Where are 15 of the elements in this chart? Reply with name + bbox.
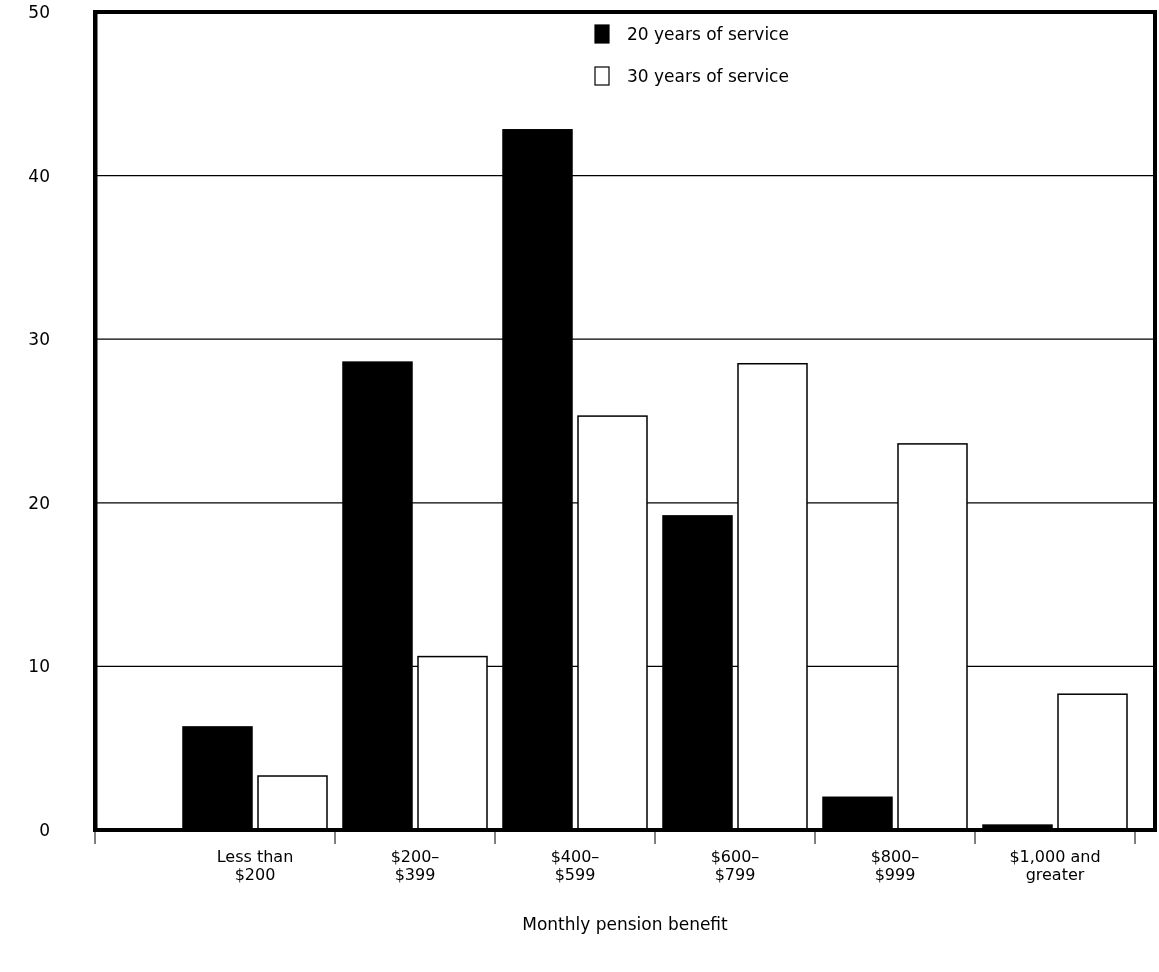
x-tick-label: $1,000 and greater [1009,847,1101,884]
y-tick-label: 0 [39,819,50,840]
y-tick-label: 50 [28,1,50,22]
legend-label: 30 years of service [627,66,789,86]
y-tick-label: 10 [28,656,50,677]
x-tick-label: $800– $999 [870,847,920,884]
y-tick-label: 40 [28,165,50,186]
legend-label: 20 years of service [627,24,789,44]
x-tick-label: $200– $399 [390,847,440,884]
x-tick-label: $400– $599 [550,847,600,884]
x-tick-label: $600– $799 [710,847,760,884]
x-tick-label: Less than $200 [216,847,294,884]
x-axis-title: Monthly pension benefit [522,914,729,934]
y-tick-label: 20 [28,492,50,513]
y-tick-label: 30 [28,329,50,350]
